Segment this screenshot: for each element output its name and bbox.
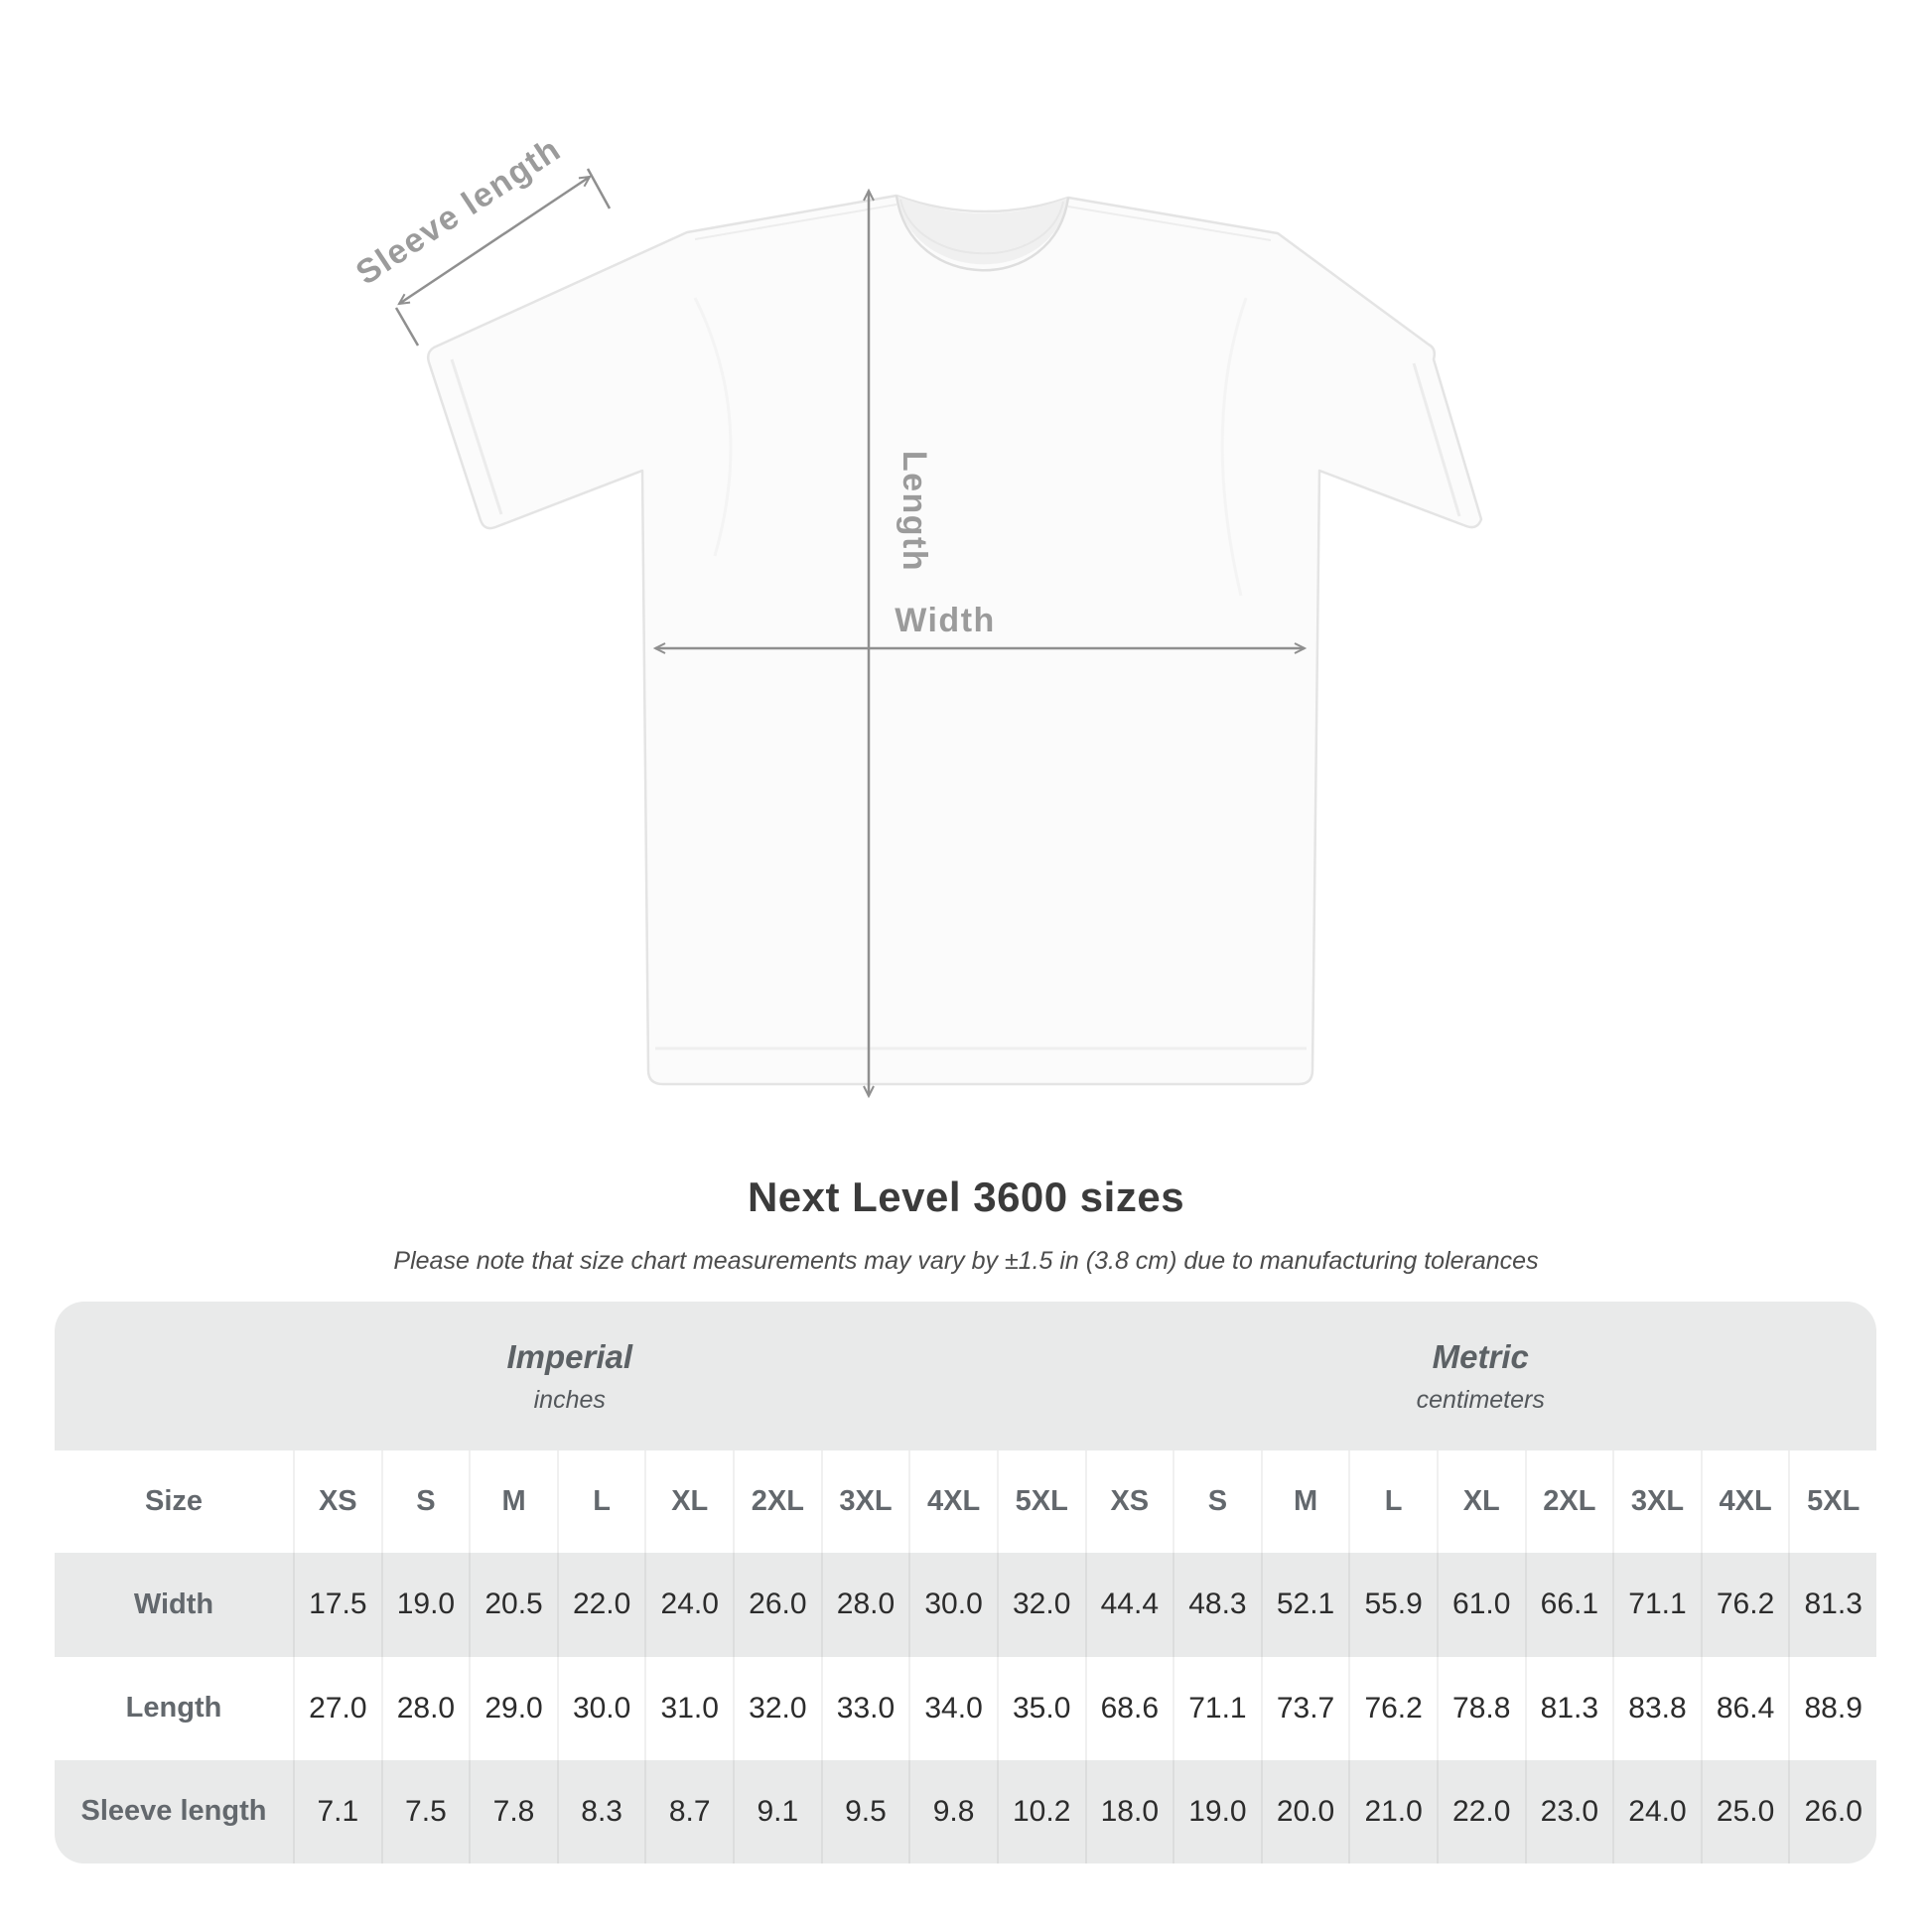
imperial-value: 31.0 xyxy=(644,1656,733,1760)
metric-value: 26.0 xyxy=(1788,1759,1876,1863)
imperial-value: 9.8 xyxy=(908,1759,997,1863)
imperial-value: 30.0 xyxy=(556,1656,645,1760)
imperial-value: 27.0 xyxy=(293,1656,381,1760)
table-row: Width 17.5 19.0 20.5 22.0 24.0 26.0 28.0 30.0 32.… xyxy=(55,1553,1876,1657)
row-label: Width xyxy=(133,1587,214,1620)
metric-value: 71.1 xyxy=(1612,1553,1701,1657)
tshirt-silhouette xyxy=(426,194,1483,1086)
imperial-value: 28.0 xyxy=(380,1656,470,1760)
imperial-value: 9.1 xyxy=(733,1759,821,1863)
metric-value: 81.3 xyxy=(1788,1553,1876,1657)
imperial-value: 17.5 xyxy=(293,1553,381,1657)
size-column-header: M xyxy=(1260,1450,1349,1554)
metric-unit-label: centimeters xyxy=(1416,1385,1545,1414)
imperial-unit-label: inches xyxy=(533,1385,606,1414)
row-label: Sleeve length xyxy=(80,1795,267,1828)
size-column-header: XS xyxy=(293,1450,381,1554)
size-column-header: 5XL xyxy=(996,1450,1085,1554)
imperial-value: 24.0 xyxy=(644,1553,733,1657)
metric-value: 21.0 xyxy=(1348,1759,1437,1863)
metric-value: 48.3 xyxy=(1173,1553,1261,1657)
size-column-header: S xyxy=(1173,1450,1261,1554)
metric-value: 19.0 xyxy=(1173,1759,1261,1863)
metric-value: 78.8 xyxy=(1436,1656,1525,1760)
size-table: Imperial inches Metric centimeters Size X… xyxy=(55,1302,1876,1863)
metric-value: 71.1 xyxy=(1173,1656,1261,1760)
length-label: Length xyxy=(896,451,933,572)
metric-label: Metric xyxy=(1432,1337,1529,1375)
size-column-header: 4XL xyxy=(908,1450,997,1554)
imperial-value: 7.1 xyxy=(293,1759,381,1863)
imperial-value: 26.0 xyxy=(733,1553,821,1657)
metric-value: 22.0 xyxy=(1436,1759,1525,1863)
imperial-value: 20.5 xyxy=(469,1553,557,1657)
metric-value: 55.9 xyxy=(1348,1553,1437,1657)
table-row: Sleeve length 7.1 7.5 7.8 8.3 8.7 9.1 9.5 9.8 10.… xyxy=(55,1759,1876,1863)
metric-section-header: Metric centimeters xyxy=(1085,1302,1877,1450)
metric-value: 18.0 xyxy=(1084,1759,1173,1863)
metric-value: 83.8 xyxy=(1612,1656,1701,1760)
size-column-header: 3XL xyxy=(820,1450,909,1554)
metric-value: 81.3 xyxy=(1524,1656,1613,1760)
metric-value: 44.4 xyxy=(1084,1553,1173,1657)
size-column-header: 3XL xyxy=(1612,1450,1701,1554)
metric-value: 88.9 xyxy=(1788,1656,1876,1760)
imperial-value: 28.0 xyxy=(820,1553,909,1657)
metric-value: 68.6 xyxy=(1084,1656,1173,1760)
imperial-value: 35.0 xyxy=(996,1656,1085,1760)
imperial-value: 8.7 xyxy=(644,1759,733,1863)
metric-value: 61.0 xyxy=(1436,1553,1525,1657)
metric-value: 24.0 xyxy=(1612,1759,1701,1863)
imperial-value: 32.0 xyxy=(996,1553,1085,1657)
sleeve-length-label: Sleeve length xyxy=(349,130,568,292)
imperial-value: 29.0 xyxy=(469,1656,557,1760)
sleeve-length-dimension xyxy=(394,168,612,346)
size-column-header: XL xyxy=(644,1450,733,1554)
imperial-value: 8.3 xyxy=(556,1759,645,1863)
imperial-value: 34.0 xyxy=(908,1656,997,1760)
metric-value: 86.4 xyxy=(1700,1656,1789,1760)
collar xyxy=(897,196,1068,265)
row-label: Length xyxy=(125,1692,222,1725)
size-column-header: 2XL xyxy=(1524,1450,1613,1554)
size-column-header: 5XL xyxy=(1788,1450,1876,1554)
metric-value: 23.0 xyxy=(1524,1759,1613,1863)
imperial-value: 19.0 xyxy=(380,1553,470,1657)
size-column-header: 2XL xyxy=(733,1450,821,1554)
imperial-section-header: Imperial inches xyxy=(55,1302,1085,1450)
metric-value: 76.2 xyxy=(1348,1656,1437,1760)
metric-value: 76.2 xyxy=(1700,1553,1789,1657)
page-title: Next Level 3600 sizes xyxy=(747,1173,1185,1220)
metric-value: 52.1 xyxy=(1260,1553,1349,1657)
size-column-header: M xyxy=(469,1450,557,1554)
size-header-row: Size XS S M L XL 2XL 3XL 4XL 5XL XS S M L XL 2XL 3XL 4XL 5… xyxy=(55,1450,1876,1554)
size-column-header: S xyxy=(380,1450,470,1554)
imperial-value: 7.8 xyxy=(469,1759,557,1863)
size-column-header: XL xyxy=(1436,1450,1525,1554)
metric-value: 66.1 xyxy=(1524,1553,1613,1657)
size-column-header: L xyxy=(556,1450,645,1554)
size-column-header: L xyxy=(1348,1450,1437,1554)
size-column-header: XS xyxy=(1084,1450,1173,1554)
imperial-value: 9.5 xyxy=(820,1759,909,1863)
imperial-label: Imperial xyxy=(506,1337,633,1375)
imperial-value: 32.0 xyxy=(733,1656,821,1760)
width-label: Width xyxy=(895,602,996,639)
imperial-value: 33.0 xyxy=(820,1656,909,1760)
tolerance-note: Please note that size chart measurements… xyxy=(393,1247,1539,1275)
table-rows: Size XS S M L XL 2XL 3XL 4XL 5XL XS S M L XL 2XL 3XL 4XL 5… xyxy=(55,1450,1876,1863)
imperial-value: 30.0 xyxy=(908,1553,997,1657)
metric-value: 73.7 xyxy=(1260,1656,1349,1760)
size-corner-label: Size xyxy=(144,1485,204,1518)
imperial-value: 10.2 xyxy=(996,1759,1085,1863)
size-column-header: 4XL xyxy=(1700,1450,1789,1554)
tshirt-diagram: Sleeve length Length Width xyxy=(349,130,1483,1099)
imperial-value: 7.5 xyxy=(380,1759,470,1863)
unit-header-band: Imperial inches Metric centimeters xyxy=(55,1302,1876,1450)
imperial-value: 22.0 xyxy=(556,1553,645,1657)
metric-value: 25.0 xyxy=(1700,1759,1789,1863)
metric-value: 20.0 xyxy=(1260,1759,1349,1863)
table-row: Length 27.0 28.0 29.0 30.0 31.0 32.0 33.0 34.0 35… xyxy=(55,1656,1876,1760)
